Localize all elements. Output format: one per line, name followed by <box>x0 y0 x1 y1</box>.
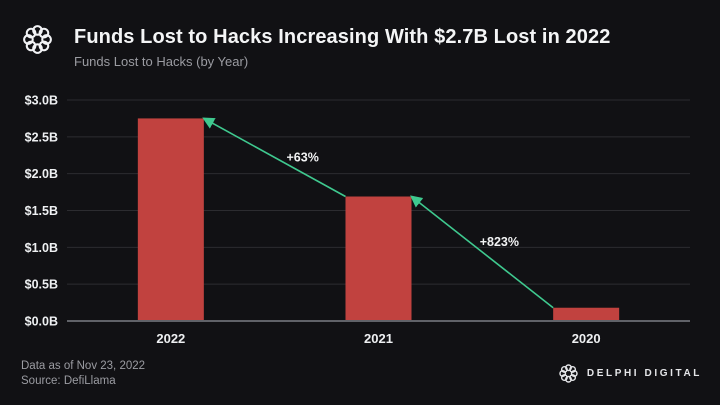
page-title: Funds Lost to Hacks Increasing With $2.7… <box>74 26 611 48</box>
growth-arrow-2020-to-2021 <box>410 195 554 309</box>
header: Funds Lost to Hacks Increasing With $2.7… <box>21 23 610 70</box>
growth-arrow-2021-to-2022 <box>202 117 346 198</box>
footer-meta: Data as of Nov 23, 2022 Source: DefiLlam… <box>21 359 145 389</box>
y-tick-label: $0.0B <box>25 315 58 329</box>
title-block: Funds Lost to Hacks Increasing With $2.7… <box>74 23 610 70</box>
page-subtitle: Funds Lost to Hacks (by Year) <box>74 54 249 69</box>
brand-wordmark: DELPHI DIGITAL <box>586 368 702 379</box>
y-tick-label: $1.0B <box>25 241 58 255</box>
data-as-of-label: Data as of Nov 23, 2022 <box>21 360 146 372</box>
bar-2022 <box>137 118 204 322</box>
y-tick-label: $0.5B <box>25 278 58 292</box>
delphi-wreath-icon <box>559 364 578 383</box>
growth-label-2021-to-2022: +63% <box>287 150 319 164</box>
x-tick-label-2021: 2021 <box>364 331 393 346</box>
y-tick-label: $3.0B <box>25 94 58 108</box>
y-tick-label: $2.5B <box>25 130 58 144</box>
delphi-digital-brand: DELPHI DIGITAL <box>558 363 702 384</box>
x-tick-label-2020: 2020 <box>572 331 601 346</box>
growth-label-2020-to-2021: +823% <box>480 235 519 249</box>
bar-2020 <box>553 307 620 321</box>
x-tick-label-2022: 2022 <box>156 331 185 346</box>
bar-2021 <box>345 196 412 321</box>
y-tick-label: $1.5B <box>25 204 58 218</box>
source-label: Source: DefiLlama <box>21 375 116 387</box>
y-tick-label: $2.0B <box>25 167 58 181</box>
delphi-wreath-icon <box>23 25 52 54</box>
